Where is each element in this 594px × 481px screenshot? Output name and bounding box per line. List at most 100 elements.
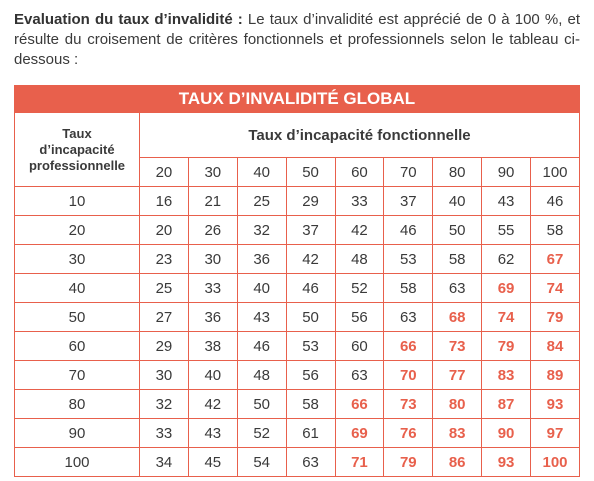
cell: 30 [187, 244, 238, 274]
column-header: Taux d’incapacité fonctionnelle [139, 112, 580, 158]
cell: 61 [285, 418, 336, 448]
cell: 43 [236, 302, 287, 332]
row-label: 80 [14, 389, 140, 419]
cell: 63 [285, 447, 336, 477]
cell: 21 [187, 186, 238, 216]
cell: 70 [383, 360, 434, 390]
cell: 40 [187, 360, 238, 390]
cell: 73 [383, 389, 434, 419]
cell: 60 [334, 331, 385, 361]
cell: 48 [334, 244, 385, 274]
cell: 97 [530, 418, 580, 448]
cell: 67 [530, 244, 580, 274]
data-row: 10 16 21 25 29 33 37 40 43 46 [14, 186, 580, 216]
cell: 30 [139, 360, 189, 390]
cell: 62 [481, 244, 531, 274]
table-title: TAUX D’INVALIDITÉ GLOBAL [14, 85, 580, 113]
row-label: 10 [14, 186, 140, 216]
cell: 58 [530, 215, 580, 245]
cell: 40 [432, 186, 483, 216]
cell: 29 [285, 186, 336, 216]
cell: 66 [383, 331, 434, 361]
cell: 50 [285, 302, 336, 332]
cell: 63 [383, 302, 434, 332]
cell: 71 [334, 447, 385, 477]
cell: 63 [334, 360, 385, 390]
cell: 79 [481, 331, 531, 361]
column-label: 80 [432, 157, 483, 187]
cell: 63 [432, 273, 483, 303]
cell: 32 [236, 215, 287, 245]
cell: 66 [334, 389, 385, 419]
cell: 53 [383, 244, 434, 274]
cell: 68 [432, 302, 483, 332]
columns-row: 20 30 40 50 60 70 80 90 100 [15, 157, 580, 187]
cell: 36 [236, 244, 287, 274]
cell: 32 [139, 389, 189, 419]
data-row: 90 33 43 52 61 69 76 83 90 97 [14, 418, 580, 448]
cell: 23 [139, 244, 189, 274]
row-header-line: d’incapacité [39, 141, 115, 157]
column-label: 100 [530, 157, 580, 187]
row-label: 90 [14, 418, 140, 448]
cell: 29 [139, 331, 189, 361]
cell: 50 [236, 389, 287, 419]
cell: 79 [530, 302, 580, 332]
cell: 46 [236, 331, 287, 361]
cell: 54 [236, 447, 287, 477]
cell: 16 [139, 186, 189, 216]
cell: 83 [481, 360, 531, 390]
table-body: TAUX D’INVALIDITÉ GLOBAL Taux d’incapacit… [14, 85, 580, 477]
cell: 33 [139, 418, 189, 448]
data-row: 70 30 40 48 56 63 70 77 83 89 [14, 360, 580, 390]
data-row: 100 34 45 54 63 71 79 86 93 100 [14, 447, 580, 477]
cell: 46 [383, 215, 434, 245]
cell: 27 [139, 302, 189, 332]
data-row: 50 27 36 43 50 56 63 68 74 79 [14, 302, 580, 332]
cell: 25 [139, 273, 189, 303]
cell: 43 [481, 186, 531, 216]
row-header: Taux d’incapacité professionnelle [14, 112, 140, 187]
cell: 100 [530, 447, 580, 477]
cell: 42 [334, 215, 385, 245]
data-row: 60 29 38 46 53 60 66 73 79 84 [14, 331, 580, 361]
cell: 52 [334, 273, 385, 303]
cell: 48 [236, 360, 287, 390]
invalidity-table: TAUX D’INVALIDITÉ GLOBAL Taux d’incapacit… [14, 85, 580, 477]
cell: 38 [187, 331, 238, 361]
cell: 73 [432, 331, 483, 361]
cell: 58 [285, 389, 336, 419]
cell: 36 [187, 302, 238, 332]
cell: 89 [530, 360, 580, 390]
cell: 80 [432, 389, 483, 419]
cell: 74 [481, 302, 531, 332]
cell: 90 [481, 418, 531, 448]
cell: 37 [383, 186, 434, 216]
cell: 25 [236, 186, 287, 216]
cell: 76 [383, 418, 434, 448]
row-label: 60 [14, 331, 140, 361]
header-row: Taux d’incapacité professionnelle Taux d’in… [14, 112, 580, 187]
cell: 43 [187, 418, 238, 448]
cell: 87 [481, 389, 531, 419]
cell: 58 [383, 273, 434, 303]
cell: 93 [481, 447, 531, 477]
column-label: 60 [334, 157, 385, 187]
cell: 56 [334, 302, 385, 332]
cell: 69 [481, 273, 531, 303]
data-row: 30 23 30 36 42 48 53 58 62 67 [14, 244, 580, 274]
cell: 74 [530, 273, 580, 303]
cell: 46 [285, 273, 336, 303]
cell: 93 [530, 389, 580, 419]
cell: 45 [187, 447, 238, 477]
row-label: 40 [14, 273, 140, 303]
intro: Evaluation du taux d’invalidité : Le tau… [14, 10, 580, 70]
cell: 83 [432, 418, 483, 448]
cell: 42 [285, 244, 336, 274]
column-label: 90 [481, 157, 531, 187]
cell: 33 [187, 273, 238, 303]
row-header-line: professionnelle [28, 157, 126, 173]
row-label: 30 [14, 244, 140, 274]
cell: 55 [481, 215, 531, 245]
cell: 34 [139, 447, 189, 477]
